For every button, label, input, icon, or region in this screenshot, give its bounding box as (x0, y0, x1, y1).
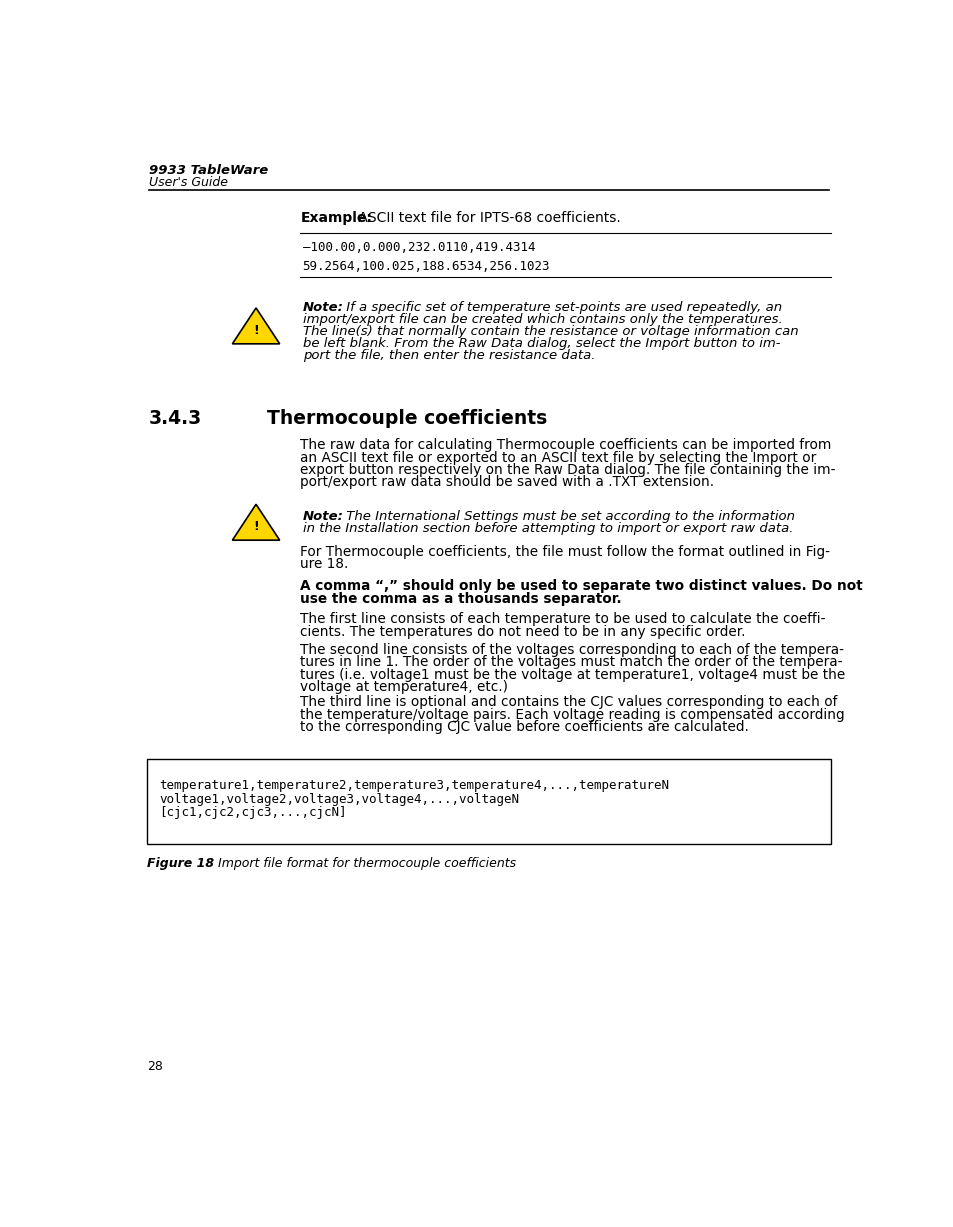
Text: tures (i.e. voltage1 must be the voltage at temperature1, voltage4 must be the: tures (i.e. voltage1 must be the voltage… (300, 667, 844, 682)
Text: port the file, then enter the resistance data.: port the file, then enter the resistance… (302, 348, 595, 362)
Text: temperature1,temperature2,temperature3,temperature4,...,temperatureN: temperature1,temperature2,temperature3,t… (159, 779, 668, 791)
Text: cients. The temperatures do not need to be in any specific order.: cients. The temperatures do not need to … (300, 625, 745, 638)
Text: to the corresponding CJC value before coefficients are calculated.: to the corresponding CJC value before co… (300, 720, 748, 734)
Text: be left blank. From the Raw Data dialog, select the Import button to im-: be left blank. From the Raw Data dialog,… (302, 337, 780, 350)
Text: in the Installation section before attempting to import or export raw data.: in the Installation section before attem… (302, 521, 792, 535)
Text: ASCII text file for IPTS-68 coefficients.: ASCII text file for IPTS-68 coefficients… (354, 211, 620, 225)
Text: 3.4.3: 3.4.3 (149, 409, 202, 428)
Text: ure 18.: ure 18. (300, 557, 349, 571)
Polygon shape (233, 308, 279, 344)
Text: import/export file can be created which contains only the temperatures.: import/export file can be created which … (302, 313, 781, 326)
Text: The second line consists of the voltages corresponding to each of the tempera-: The second line consists of the voltages… (300, 643, 843, 658)
Text: Example:: Example: (300, 211, 372, 225)
Text: an ASCII text file or exported to an ASCII text file by selecting the Import or: an ASCII text file or exported to an ASC… (300, 450, 816, 465)
Text: 28: 28 (147, 1060, 163, 1072)
Text: User's Guide: User's Guide (149, 175, 228, 189)
Text: !: ! (253, 520, 258, 534)
Text: Thermocouple coefficients: Thermocouple coefficients (267, 409, 547, 428)
Text: 9933 TableWare: 9933 TableWare (149, 164, 268, 177)
Text: export button respectively on the Raw Data dialog. The file containing the im-: export button respectively on the Raw Da… (300, 463, 835, 477)
Text: Import file format for thermocouple coefficients: Import file format for thermocouple coef… (206, 858, 517, 870)
Text: For Thermocouple coefficients, the file must follow the format outlined in Fig-: For Thermocouple coefficients, the file … (300, 545, 829, 558)
Text: voltage1,voltage2,voltage3,voltage4,...,voltageN: voltage1,voltage2,voltage3,voltage4,...,… (159, 793, 518, 805)
Text: port/export raw data should be saved with a .TXT extension.: port/export raw data should be saved wit… (300, 475, 714, 490)
Text: !: ! (253, 324, 258, 337)
Text: the temperature/voltage pairs. Each voltage reading is compensated according: the temperature/voltage pairs. Each volt… (300, 708, 844, 721)
Text: Note:: Note: (302, 302, 343, 314)
Text: use the comma as a thousands separator.: use the comma as a thousands separator. (300, 591, 621, 606)
Text: Note:: Note: (302, 510, 343, 523)
Text: [cjc1,cjc2,cjc3,...,cjcN]: [cjc1,cjc2,cjc3,...,cjcN] (159, 806, 346, 820)
Text: The raw data for calculating Thermocouple coefficients can be imported from: The raw data for calculating Thermocoupl… (300, 438, 831, 453)
FancyBboxPatch shape (147, 760, 830, 844)
Text: The International Settings must be set according to the information: The International Settings must be set a… (341, 510, 794, 523)
Text: –100.00,0.000,232.0110,419.4314: –100.00,0.000,232.0110,419.4314 (302, 242, 535, 254)
Text: The line(s) that normally contain the resistance or voltage information can: The line(s) that normally contain the re… (302, 325, 798, 339)
Text: If a specific set of temperature set-points are used repeatedly, an: If a specific set of temperature set-poi… (341, 302, 781, 314)
Text: The third line is optional and contains the CJC values corresponding to each of: The third line is optional and contains … (300, 696, 837, 709)
Text: voltage at temperature4, etc.): voltage at temperature4, etc.) (300, 680, 508, 694)
Text: A comma “,” should only be used to separate two distinct values. Do not: A comma “,” should only be used to separ… (300, 579, 862, 593)
Text: Figure 18: Figure 18 (147, 858, 214, 870)
Text: tures in line 1. The order of the voltages must match the order of the tempera-: tures in line 1. The order of the voltag… (300, 655, 842, 670)
Text: 59.2564,100.025,188.6534,256.1023: 59.2564,100.025,188.6534,256.1023 (302, 260, 550, 272)
Polygon shape (233, 504, 279, 540)
Text: The first line consists of each temperature to be used to calculate the coeffi-: The first line consists of each temperat… (300, 612, 825, 626)
